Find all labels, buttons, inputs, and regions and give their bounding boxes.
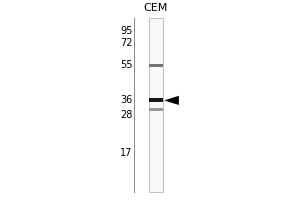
Bar [148, 64, 163, 67]
Text: 55: 55 [120, 60, 132, 70]
Text: 28: 28 [120, 110, 132, 120]
Text: 17: 17 [120, 148, 132, 158]
Text: 95: 95 [120, 26, 132, 36]
Text: 36: 36 [120, 95, 132, 105]
Bar [148, 108, 163, 111]
Text: 72: 72 [120, 38, 132, 48]
Text: CEM: CEM [144, 3, 168, 13]
Bar [148, 18, 163, 192]
Bar [148, 98, 163, 102]
Polygon shape [164, 96, 179, 105]
